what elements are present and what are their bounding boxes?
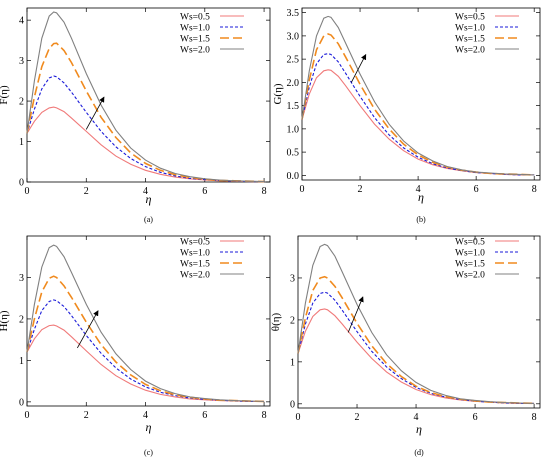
- series-line: [301, 69, 535, 176]
- panel-label: (b): [416, 215, 426, 224]
- legend-label: Ws=1.0: [180, 249, 210, 259]
- x-tick-label: 6: [474, 184, 479, 195]
- x-tick-label: 2: [84, 410, 89, 421]
- y-tick-label: 0: [290, 399, 295, 410]
- panel-label: (d): [414, 448, 424, 457]
- y-tick-label: 2: [19, 314, 24, 325]
- y-tick-label: 2.5: [287, 55, 300, 66]
- x-axis-label: η: [418, 190, 424, 204]
- y-tick-label: 3.5: [287, 8, 300, 19]
- x-tick-label: 4: [416, 184, 421, 195]
- series-line: [301, 53, 535, 176]
- chart-panel: 0 2 4 6 8 0 1 2 3 Ws=0.5Ws=1.0Ws=1.5Ws=2.0 H(η) η (c…: [0, 235, 271, 457]
- y-tick-label: 3: [290, 273, 295, 284]
- x-tick-label: 2: [358, 184, 363, 195]
- y-tick-label: 0: [19, 178, 24, 189]
- series-line: [297, 291, 535, 404]
- x-tick-label: 8: [262, 186, 267, 197]
- legend-label: Ws=2.0: [180, 46, 210, 56]
- y-tick-label: 1: [19, 137, 24, 148]
- chart-panel: 0 2 4 6 8 0 1 2 3 4 Ws=0.5Ws=1.0Ws=1.5Ws=2.0 F(η) η (…: [0, 7, 271, 224]
- y-tick-label: 3.0: [287, 31, 300, 42]
- legend-label: Ws=0.5: [455, 238, 485, 248]
- trend-arrow: [350, 53, 367, 83]
- series-line: [26, 42, 265, 183]
- legend-label: Ws=0.5: [180, 13, 210, 23]
- series-line: [297, 275, 535, 405]
- y-tick-label: 3: [19, 56, 24, 67]
- x-tick-label: 4: [143, 186, 148, 197]
- y-axis-label: F(η): [0, 85, 10, 105]
- y-tick-label: 2: [290, 315, 295, 326]
- y-tick-label: 1: [19, 356, 24, 367]
- x-tick-label: 0: [25, 410, 30, 421]
- series-line: [26, 244, 265, 402]
- y-axis-label: H(η): [0, 310, 10, 331]
- y-tick-label: 0.5: [287, 148, 300, 159]
- y-axis-label: θ(η): [270, 312, 282, 331]
- series-line: [26, 299, 265, 402]
- y-tick-label: 2.0: [287, 78, 300, 89]
- y-tick-label: 4: [19, 16, 24, 27]
- trend-arrow: [347, 296, 364, 333]
- x-tick-label: 6: [473, 412, 478, 423]
- plot-frame: [26, 235, 271, 407]
- series-line: [297, 308, 535, 404]
- legend-label: Ws=2.0: [455, 271, 485, 281]
- x-tick-label: 0: [296, 412, 301, 423]
- legend-label: Ws=1.5: [455, 260, 485, 270]
- legend-label: Ws=1.0: [180, 24, 210, 34]
- series-line: [301, 15, 535, 176]
- series-line: [301, 33, 535, 176]
- y-tick-label: 1.5: [287, 101, 300, 112]
- legend-label: Ws=1.5: [180, 35, 210, 45]
- x-axis-label: η: [416, 422, 422, 436]
- x-tick-label: 2: [355, 412, 360, 423]
- x-tick-label: 6: [202, 410, 207, 421]
- series-line: [26, 324, 265, 402]
- y-tick-label: 2: [19, 97, 24, 108]
- legend-label: Ws=1.5: [180, 260, 210, 270]
- chart-panel: 0 2 4 6 80.00.51.01.52.02.53.03.5 Ws=0.5Ws=1.…: [272, 7, 541, 224]
- legend-label: Ws=2.0: [455, 46, 485, 56]
- x-axis-label: η: [146, 192, 152, 206]
- series-line: [26, 11, 265, 183]
- series-line: [297, 243, 535, 404]
- plot-frame: [301, 7, 541, 181]
- legend-label: Ws=1.0: [455, 24, 485, 34]
- x-tick-label: 2: [84, 186, 89, 197]
- x-tick-label: 4: [143, 410, 148, 421]
- x-tick-label: 0: [25, 186, 30, 197]
- series-line: [26, 106, 265, 183]
- legend-label: Ws=0.5: [180, 238, 210, 248]
- legend-label: Ws=2.0: [180, 271, 210, 281]
- y-tick-label: 0.0: [287, 171, 300, 182]
- y-tick-label: 0: [19, 397, 24, 408]
- x-axis-label: η: [146, 420, 152, 434]
- x-tick-label: 8: [532, 184, 537, 195]
- x-tick-label: 8: [532, 412, 537, 423]
- trend-arrow: [85, 96, 105, 130]
- chart-panel: 0 2 4 6 8 0 1 2 3 Ws=0.5Ws=1.0Ws=1.5Ws=2.0 θ(η) η (d…: [270, 235, 541, 457]
- panel-label: (a): [144, 215, 153, 224]
- legend-label: Ws=0.5: [455, 13, 485, 23]
- y-tick-label: 1.0: [287, 124, 300, 135]
- legend-label: Ws=1.5: [455, 35, 485, 45]
- y-axis-label: G(η): [272, 83, 284, 104]
- plot-frame: [26, 7, 271, 183]
- plot-frame: [297, 235, 541, 409]
- series-line: [26, 75, 265, 183]
- x-tick-label: 6: [202, 186, 207, 197]
- x-tick-label: 8: [262, 410, 267, 421]
- panel-label: (c): [144, 448, 153, 457]
- series-line: [26, 275, 265, 403]
- x-tick-label: 0: [300, 184, 305, 195]
- y-tick-label: 1: [290, 357, 295, 368]
- y-tick-label: 3: [19, 273, 24, 284]
- legend-label: Ws=1.0: [455, 249, 485, 259]
- trend-arrow: [77, 310, 99, 349]
- x-tick-label: 4: [414, 412, 419, 423]
